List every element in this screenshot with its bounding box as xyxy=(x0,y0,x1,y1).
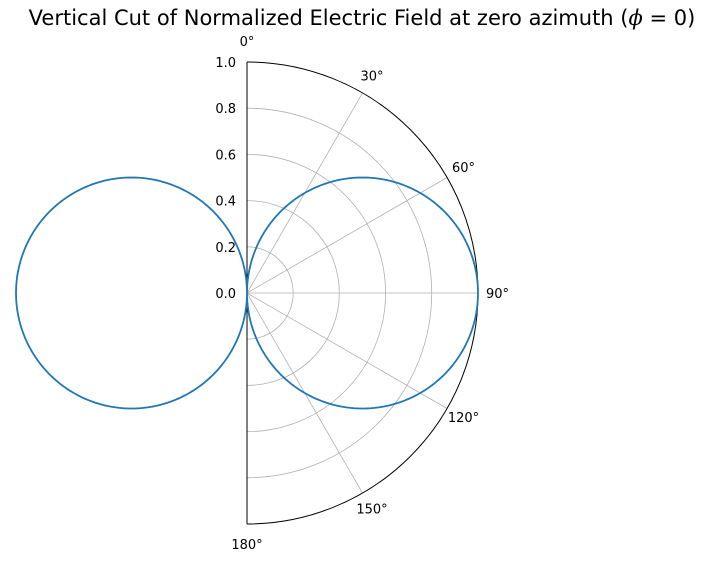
chart-title: Vertical Cut of Normalized Electric Fiel… xyxy=(0,6,724,30)
r-tick-label: 1.0 xyxy=(215,56,236,71)
chart-title-suffix: = 0) xyxy=(642,6,696,30)
r-tick-label: 0.4 xyxy=(215,195,236,210)
r-tick-label: 0.0 xyxy=(215,287,236,302)
series-line xyxy=(15,176,479,410)
r-tick-label: 0.2 xyxy=(215,241,236,256)
chart-title-phi: ϕ xyxy=(628,6,643,30)
chart-title-text: Vertical Cut of Normalized Electric Fiel… xyxy=(28,6,629,30)
theta-tick-label: 60° xyxy=(452,161,475,176)
r-tick-label: 0.8 xyxy=(215,102,236,117)
theta-grid-spoke xyxy=(246,292,448,409)
theta-tick-label: 120° xyxy=(448,411,479,426)
theta-tick-label: 30° xyxy=(360,69,383,84)
theta-tick-label: 180° xyxy=(231,538,262,553)
r-tick-label: 0.6 xyxy=(215,148,236,163)
theta-tick-label: 90° xyxy=(486,287,509,302)
r-tick-labels: 0.0 0.2 0.4 0.6 0.8 1.0 xyxy=(215,56,236,302)
theta-tick-label: 0° xyxy=(240,35,255,50)
theta-grid-spoke xyxy=(246,177,448,294)
theta-tick-label: 150° xyxy=(356,503,387,518)
theta-tick-labels: 0° 30° 60° 90° 120° 150° 180° xyxy=(231,35,509,553)
polar-grid xyxy=(246,92,478,494)
series-layer xyxy=(15,176,479,410)
